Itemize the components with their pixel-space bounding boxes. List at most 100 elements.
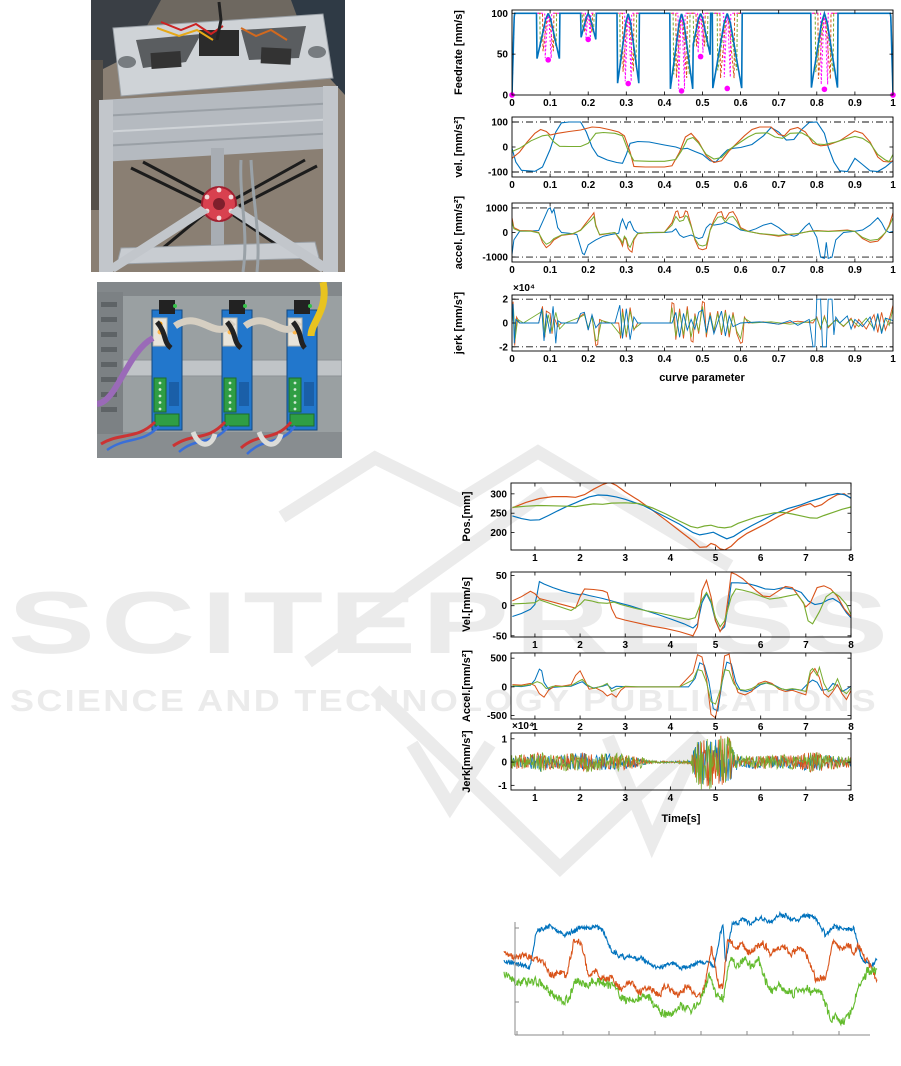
x-tick-label: 0.2 [581,98,595,109]
x-tick-label: 1 [890,180,896,191]
x-axis-label: Time[s] [662,813,701,825]
series-blue [512,207,893,259]
x-tick-label: 0.8 [810,265,824,276]
marker-point [585,36,591,43]
series-blue [512,10,893,95]
x-tick-label: 0 [509,180,515,191]
axes-box [510,482,852,551]
y-tick-label: 1 [501,734,507,745]
x-tick-label: 3 [622,553,628,564]
x-tick-label: 0.5 [696,354,710,365]
y-tick-label: 0 [502,319,508,330]
x-tick-label: 7 [803,640,809,651]
x-tick-label: 5 [713,640,719,651]
bottom-terminal [224,413,250,427]
series-green3 [503,956,878,1027]
series-green [511,737,851,790]
panel: 1 2 3 4 5 6 7 8 -500 0 500 Accel.[mm/s²] [461,650,854,733]
x-tick-label: 0.7 [772,180,786,191]
y-tick-label: 300 [490,489,507,500]
vent-panel [97,292,123,434]
x-tick-label: 0 [509,354,515,365]
series-green [512,306,893,342]
x-tick-label: 3 [622,640,628,651]
x-tick-label: 0.4 [657,354,671,365]
chart-kinematics-vs-curve-parameter: 0 0.1 0.2 0.3 0.4 0.5 0.6 0.7 0.8 0.9 1050100Feedr… [453,9,896,384]
x-tick-label: 0.3 [619,98,633,109]
x-tick-label: 0.4 [657,265,671,276]
y-tick-label: -50 [493,631,508,642]
x-tick-label: 4 [668,640,674,651]
marker-point [697,53,704,60]
x-tick-label: 0.6 [734,265,748,276]
exponent-label: ×10⁴ [513,283,535,294]
watermark-subtitle: SCIENCE AND TECHNOLOGY PUBLICATIONS [10,683,878,718]
x-tick-label: 0.5 [696,98,710,109]
x-tick-label: 6 [758,793,764,804]
exponent-label: ×10⁴ [512,721,534,732]
y-axis-label: Pos.[mm] [461,491,473,541]
chart-unlabeled-measurement-traces [503,910,878,1036]
x-tick-label: 7 [803,793,809,804]
y-axis-label: Feedrate [mm/s] [453,10,465,95]
y-tick-label: -500 [487,711,507,722]
x-tick-label: 0.1 [543,180,557,191]
x-tick-label: 3 [622,722,628,733]
panel: 1 2 3 4 5 6 7 8 -1 0 1 Jerk[mm/s³] ×10⁴ [461,721,854,804]
bottom-terminal [289,413,315,427]
x-tick-label: 8 [848,553,854,564]
series-green [512,502,851,529]
x-tick-label: 8 [848,722,854,733]
series-blue [512,121,893,173]
x-tick-label: 1 [532,793,538,804]
series-green [512,665,851,705]
y-axis-label: Jerk[mm/s³] [461,730,473,793]
x-tick-label: 4 [668,793,674,804]
x-tick-label: 0 [509,98,515,109]
y-tick-label: 100 [491,118,508,129]
logo-stroke [370,685,707,877]
logo-stroke [278,444,734,572]
right-post [323,86,338,272]
panel: 0 0.1 0.2 0.3 0.4 0.5 0.6 0.7 0.8 0.9 1-1000100vel… [453,116,896,191]
x-tick-label: 0.3 [619,180,633,191]
x-tick-label: 1 [890,354,896,365]
y-tick-label: 0 [502,143,508,154]
series-red [503,938,878,998]
x-tick-label: 0.4 [657,98,671,109]
x-tick-label: 0.7 [772,354,786,365]
x-tick-label: 0.5 [696,180,710,191]
x-tick-label: 0.7 [772,265,786,276]
series-green [512,588,851,628]
x-tick-label: 4 [668,553,674,564]
x-tick-label: 0.1 [543,354,557,365]
x-tick-label: 6 [758,640,764,651]
delta-robot-photo [91,0,345,273]
top-connector [159,300,175,314]
wiring [156,1,288,41]
link-led [243,304,247,308]
x-tick-label: 8 [848,640,854,651]
x-tick-label: 0.5 [696,265,710,276]
x-tick-label: 4 [668,722,674,733]
x-tick-label: 2 [577,640,583,651]
effector-plate [201,186,237,222]
y-tick-label: 100 [491,9,508,20]
x-tick-label: 0.8 [810,98,824,109]
marker-point [724,85,731,92]
y-tick-label: -100 [488,168,508,179]
y-tick-label: -1 [498,781,507,792]
x-tick-label: 0.2 [581,265,595,276]
y-tick-label: 50 [496,571,508,582]
x-tick-label: 0.7 [772,98,786,109]
axes-box [511,202,894,263]
x-tick-label: 2 [577,793,583,804]
x-axis-label: curve parameter [659,372,745,384]
x-tick-label: 0.9 [848,265,862,276]
gray-cables [239,159,260,273]
x-tick-label: 3 [622,793,628,804]
x-tick-label: 7 [803,553,809,564]
